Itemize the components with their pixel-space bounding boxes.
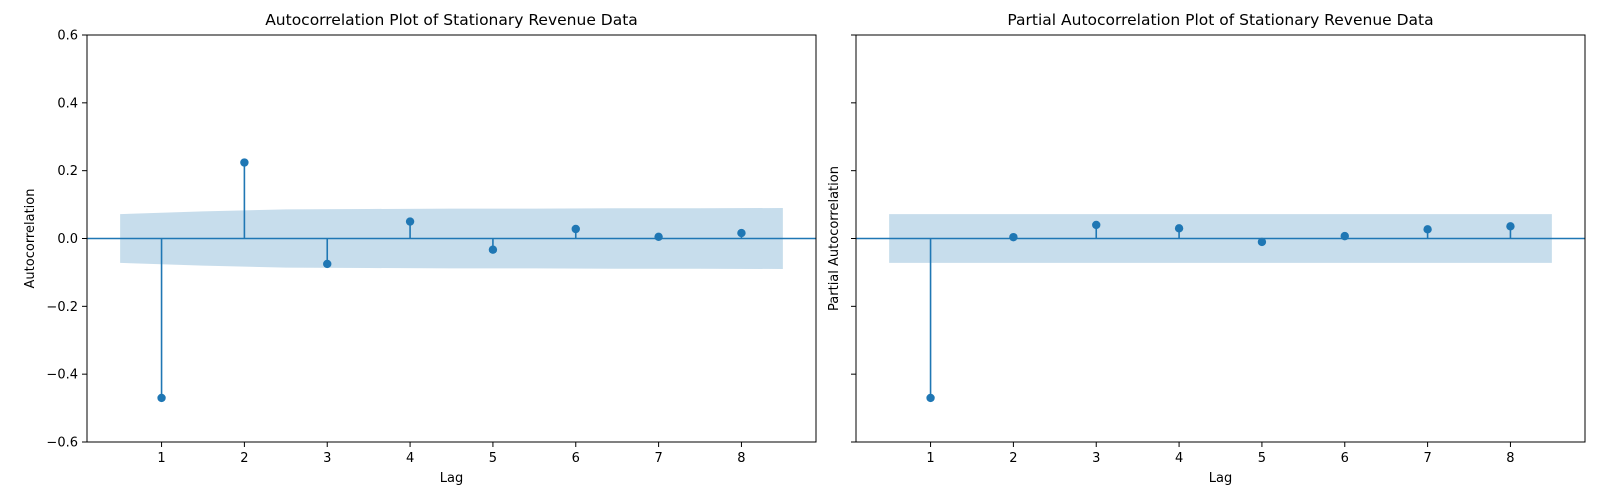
acf-x-tick-label-3: 3 [323, 451, 331, 466]
pacf-point-lag-1 [926, 393, 935, 403]
acf-point-lag-4 [405, 217, 415, 226]
pacf-point-lag-5 [1257, 237, 1267, 247]
pacf-title: Partial Autocorrelation Plot of Stationa… [1007, 11, 1433, 29]
acf-x-axis-label: Lag [440, 471, 463, 486]
pacf-x-tick-label-1: 1 [926, 451, 934, 466]
pacf-x-tick-label-6: 6 [1341, 451, 1349, 466]
acf-point-lag-7 [654, 232, 663, 242]
pacf-x-tick-label-3: 3 [1092, 451, 1100, 466]
acf-y-axis-label: Autocorrelation [23, 189, 38, 289]
acf-x-tick-label-4: 4 [406, 451, 414, 466]
acf-point-lag-1 [157, 393, 166, 403]
pacf-x-tick-label-7: 7 [1423, 451, 1431, 466]
acf-point-lag-3 [323, 259, 332, 269]
acf-y-tick-label-−0.6: −0.6 [46, 436, 78, 451]
pacf-y-axis-label: Partial Autocorrelation [827, 166, 842, 311]
acf-x-tick-label-6: 6 [572, 451, 580, 466]
pacf-point-lag-4 [1174, 224, 1184, 233]
acf-point-lag-5 [488, 245, 498, 254]
acf-y-tick-label-0.4: 0.4 [57, 96, 78, 111]
acf-point-lag-8 [737, 228, 746, 238]
acf-title: Autocorrelation Plot of Stationary Reven… [265, 11, 638, 29]
pacf-x-tick-label-4: 4 [1175, 451, 1183, 466]
pacf-point-lag-8 [1506, 222, 1515, 231]
pacf-x-tick-label-8: 8 [1506, 451, 1514, 466]
acf-panel: 1 2 3 4 5 6 7 8 0.6 0.4 0.2 0.0 −0.2 −0.4 −0.6 Autocorr… [23, 11, 817, 486]
pacf-x-axis-label: Lag [1209, 471, 1232, 486]
acf-x-tick-label-8: 8 [737, 451, 745, 466]
pacf-panel: 1 2 3 4 5 6 7 8 Partial Autocorrelation Plot of … [827, 11, 1586, 486]
acf-point-lag-6 [571, 224, 580, 234]
acf-y-tick-label-0.0: 0.0 [57, 232, 78, 247]
pacf-x-tick-label-2: 2 [1009, 451, 1017, 466]
acf-x-tick-label-1: 1 [157, 451, 165, 466]
acf-y-tick-label-−0.2: −0.2 [46, 300, 78, 315]
acf-x-tick-label-2: 2 [240, 451, 248, 466]
pacf-point-lag-6 [1340, 231, 1349, 241]
acf-y-tick-label-0.6: 0.6 [57, 29, 78, 44]
pacf-point-lag-3 [1092, 220, 1101, 230]
pacf-point-lag-2 [1009, 232, 1018, 242]
acf-point-lag-2 [240, 158, 249, 167]
acf-y-tick-label-0.2: 0.2 [57, 164, 78, 179]
acf-y-tick-label-−0.4: −0.4 [46, 368, 78, 383]
pacf-x-tick-label-5: 5 [1258, 451, 1266, 466]
pacf-point-lag-7 [1423, 225, 1432, 234]
acf-x-tick-label-7: 7 [654, 451, 662, 466]
acf-x-tick-label-5: 5 [489, 451, 497, 466]
